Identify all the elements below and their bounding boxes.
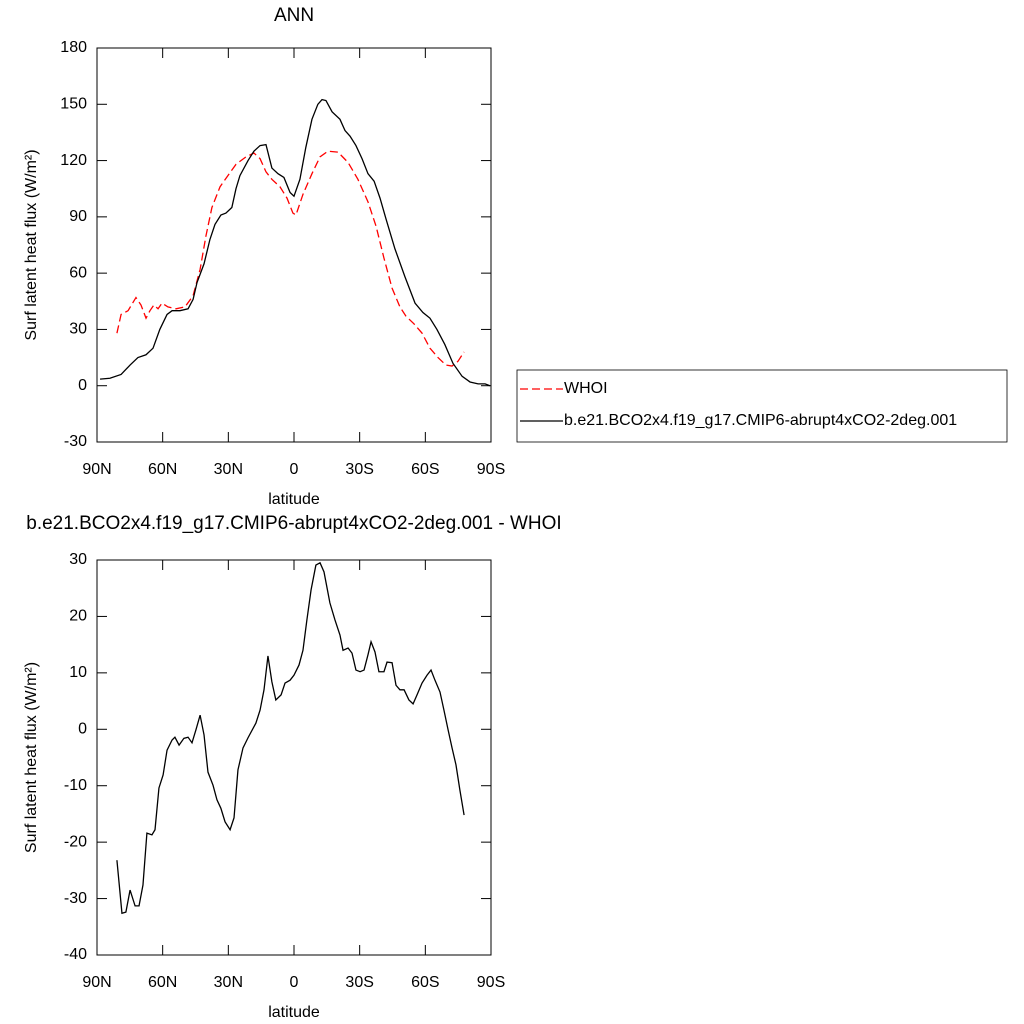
y-tick-label: 180 xyxy=(60,39,87,56)
y-tick-label: 120 xyxy=(60,152,87,169)
x-tick-label: 90N xyxy=(82,974,111,991)
x-tick-label: 90S xyxy=(477,461,505,478)
x-tick-label: 30N xyxy=(214,461,243,478)
y-tick-label: 150 xyxy=(60,96,87,113)
data-line xyxy=(116,561,465,915)
x-tick-label: 30N xyxy=(214,974,243,991)
x-tick-label: 60S xyxy=(411,974,439,991)
x-axis-label: latitude xyxy=(268,1004,320,1021)
y-tick-label: 0 xyxy=(78,721,87,738)
x-tick-label: 90S xyxy=(477,974,505,991)
legend-box xyxy=(516,369,1008,443)
y-tick-label: 0 xyxy=(78,377,87,394)
y-tick-label: -40 xyxy=(64,946,87,963)
y-tick-label: 30 xyxy=(69,551,87,568)
y-tick-label: 30 xyxy=(69,321,87,338)
data-line xyxy=(116,150,465,367)
chart-title: b.e21.BCO2x4.f19_g17.CMIP6-abrupt4xCO2-2… xyxy=(26,513,561,534)
x-tick-label: 60N xyxy=(148,974,177,991)
y-tick-label: -20 xyxy=(64,833,87,850)
legend-label: b.e21.BCO2x4.f19_g17.CMIP6-abrupt4xCO2-2… xyxy=(564,412,957,429)
y-tick-label: 20 xyxy=(69,608,87,625)
y-axis-label: Surf latent heat flux (W/m²) xyxy=(23,149,40,340)
data-line xyxy=(99,98,491,387)
y-tick-label: -10 xyxy=(64,777,87,794)
x-tick-label: 90N xyxy=(82,461,111,478)
y-tick-label: -30 xyxy=(64,433,87,450)
chart-title: ANN xyxy=(274,5,314,26)
y-tick-label: 60 xyxy=(69,264,87,281)
x-tick-label: 0 xyxy=(290,461,299,478)
legend-label: WHOI xyxy=(564,380,608,397)
x-tick-label: 0 xyxy=(290,974,299,991)
x-axis-label: latitude xyxy=(268,491,320,508)
y-tick-label: 10 xyxy=(69,664,87,681)
y-tick-label: -30 xyxy=(64,890,87,907)
x-tick-label: 30S xyxy=(345,461,373,478)
x-tick-label: 30S xyxy=(345,974,373,991)
plot-frame xyxy=(96,47,492,443)
y-axis-label: Surf latent heat flux (W/m²) xyxy=(23,662,40,853)
x-tick-label: 60N xyxy=(148,461,177,478)
plot-frame xyxy=(96,559,492,956)
x-tick-label: 60S xyxy=(411,461,439,478)
y-tick-label: 90 xyxy=(69,208,87,225)
